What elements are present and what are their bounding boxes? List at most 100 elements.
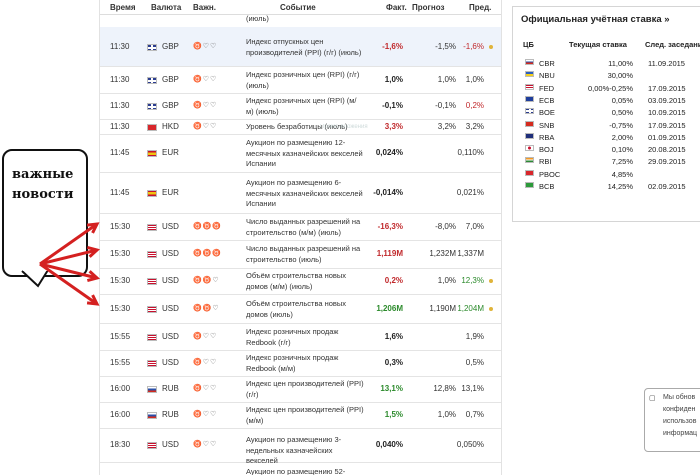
ch-flag-icon	[525, 120, 534, 127]
currency-code: USD	[162, 358, 179, 367]
event-name[interactable]: Число выданных разрешений на строительст…	[246, 244, 361, 264]
info-icon: ▢	[649, 395, 656, 402]
rates-title[interactable]: Официальная учётная ставка »	[521, 14, 670, 25]
revision-dot-icon	[489, 279, 493, 283]
event-name[interactable]: Аукцион по размещению 6-месячных казначе…	[246, 178, 363, 208]
rate-row[interactable]: RBA 2,00% 01.09.2015	[513, 131, 700, 143]
calendar-row[interactable]: 18:30 USD ♉♡♡ Аукцион по размещению 3-недел…	[100, 428, 501, 465]
rate-row[interactable]: BOJ 0,10% 20.08.2015	[513, 143, 700, 155]
forecast-value: -8,0%	[435, 222, 456, 231]
actual-value: 13,1%	[380, 384, 403, 393]
event-name[interactable]: Индекс розничных продаж Redbook (м/м)	[246, 353, 339, 373]
es-flag-icon	[147, 150, 157, 157]
event-name[interactable]: Аукцион по размещению 52-	[246, 467, 346, 475]
bank-code[interactable]: SNB	[539, 120, 555, 130]
event-name[interactable]: Индекс цен производителей (PPI) (м/м)	[246, 405, 364, 425]
bank-code[interactable]: RBA	[539, 132, 555, 142]
event-time: 15:55	[110, 332, 131, 341]
bank-code[interactable]: BOJ	[539, 145, 554, 155]
arrow-head	[86, 270, 101, 283]
calendar-row[interactable]: 16:00 RUB ♉♡♡ Индекс цен производителей (PP…	[100, 376, 501, 403]
event-name[interactable]: Индекс розничных цен (RPI) (м/м) (июль)	[246, 96, 357, 116]
in-flag-icon	[525, 157, 534, 164]
rate-row[interactable]: NBU 30,00%	[513, 69, 700, 81]
rate-row[interactable]: FED 0,00%-0,25% 17.09.2015	[513, 82, 700, 94]
event-name[interactable]: Индекс розничных цен (RPI) (г/г) (июль)	[246, 70, 360, 90]
col-event[interactable]: Событие	[280, 3, 316, 12]
calendar-row[interactable]: 15:30 USD ♉♉♡ Объём строительства новых дом…	[100, 268, 501, 295]
calendar-row[interactable]: 11:30 GBP ♉♡♡ Индекс отпускных цен производ…	[100, 27, 501, 67]
event-name[interactable]: Индекс отпускных цен производителей (PPI…	[246, 37, 362, 57]
calendar-row[interactable]: 15:30 USD ♉♉♡ Объём строительства новых дом…	[100, 294, 501, 324]
rate-row[interactable]: BCB 14,25% 02.09.2015	[513, 180, 700, 192]
calendar-row[interactable]: 11:45 EUR Аукцион по размещению 6-месячных…	[100, 172, 501, 214]
previous-value: 1,204M	[457, 304, 484, 313]
previous-value: 0,050%	[456, 440, 484, 449]
bank-code[interactable]: BOE	[539, 108, 555, 118]
importance-bulls-icon: ♉♉♉	[193, 223, 223, 230]
bank-code[interactable]: NBU	[539, 71, 555, 81]
event-name[interactable]: Объём строительства новых домов (м/м) (и…	[246, 271, 347, 291]
notice-line: конфиден	[663, 406, 696, 413]
rate-row[interactable]: ECB 0,05% 03.09.2015	[513, 94, 700, 106]
rate-row[interactable]: RBI 7,25% 29.09.2015	[513, 155, 700, 167]
col-currency[interactable]: Валюта	[151, 3, 182, 12]
rate-row[interactable]: PBOC 4,85%	[513, 168, 700, 180]
event-time: 15:30	[110, 222, 131, 231]
rate-row[interactable]: BOE 0,50% 10.09.2015	[513, 106, 700, 118]
importance-bulls-icon: ♉♡♡	[193, 385, 218, 392]
economic-calendar: Время Валюта Важн. Событие Факт. Прогноз…	[99, 0, 502, 475]
privacy-notice[interactable]: ▢ Мы обнов конфиден использов информац	[644, 388, 700, 452]
calendar-row[interactable]: 15:55 USD ♉♡♡ Индекс розничных продаж Redbo…	[100, 350, 501, 377]
us-flag-icon	[147, 251, 157, 258]
event-name[interactable]: Индекс розничных продаж Redbook (г/г)	[246, 327, 339, 347]
col-previous[interactable]: Пред.	[469, 3, 492, 12]
previous-value: 0,021%	[456, 188, 484, 197]
calendar-row[interactable]: 15:55 USD ♉♡♡ Индекс розничных продаж Redbo…	[100, 323, 501, 351]
calendar-row[interactable]: 15:30 USD ♉♉♉ Число выданных разрешений на …	[100, 213, 501, 241]
bank-code[interactable]: ECB	[539, 95, 555, 105]
bank-code[interactable]: CBR	[539, 59, 555, 68]
event-time: 11:45	[110, 188, 130, 197]
notice-line: Мы обнов	[663, 394, 696, 401]
event-name[interactable]: Объём строительства новых домов (июль)	[246, 299, 347, 319]
col-time[interactable]: Время	[110, 3, 136, 12]
bank-code[interactable]: FED	[539, 83, 554, 93]
forecast-value: 1,232M	[429, 249, 456, 258]
bank-code[interactable]: PBOC	[539, 169, 561, 179]
rate-row[interactable]: CBR 11,00% 11.09.2015	[513, 57, 700, 69]
us-flag-icon	[147, 360, 157, 367]
jp-flag-icon	[525, 145, 534, 152]
forecast-value: 3,2%	[437, 122, 456, 131]
event-name[interactable]: Уровень безработицы (июль)	[246, 122, 348, 131]
current-rate: 0,50%	[611, 108, 633, 118]
event-time: 16:00	[110, 384, 131, 393]
calendar-row[interactable]: 15:30 USD ♉♉♉ Число выданных разрешений на …	[100, 240, 501, 269]
col-actual[interactable]: Факт.	[386, 3, 407, 12]
event-name[interactable]: Аукцион по размещению 12-месячных казнач…	[246, 138, 363, 168]
current-rate: 4,85%	[611, 169, 633, 179]
next-meeting: 10.09.2015	[648, 108, 686, 118]
event-name[interactable]: Аукцион по размещению 3-недельных казнач…	[246, 435, 342, 465]
bank-code[interactable]: RBI	[539, 157, 552, 167]
calendar-row[interactable]: 11:30 HKD ♉♡♡ Уровень безработицы (июль) 3,3…	[100, 119, 501, 135]
col-importance[interactable]: Важн.	[193, 3, 216, 12]
calendar-row[interactable]: 11:30 GBP ♉♡♡ Индекс розничных цен (RPI) (г…	[100, 66, 501, 94]
importance-bulls-icon: ♉♉♉	[193, 250, 223, 257]
calendar-row[interactable]: Аукцион по размещению 52-	[100, 462, 501, 475]
calendar-row[interactable]: 11:45 EUR Аукцион по размещению 12-месячны…	[100, 134, 501, 173]
current-rate: 0,10%	[611, 145, 633, 155]
calendar-row[interactable]: 11:30 GBP ♉♡♡ Индекс розничных цен (RPI) (м…	[100, 93, 501, 120]
importance-bulls-icon: ♉♡♡	[193, 333, 218, 340]
previous-value: 0,7%	[465, 410, 484, 419]
col-forecast[interactable]: Прогноз	[412, 3, 445, 12]
calendar-row[interactable]: 16:00 RUB ♉♡♡ Индекс цен производителей (PP…	[100, 402, 501, 429]
forecast-value: 1,190M	[429, 304, 456, 313]
event-name[interactable]: Число выданных разрешений на строительст…	[246, 217, 361, 237]
ru-flag-icon	[147, 412, 157, 419]
bank-code[interactable]: BCB	[539, 182, 555, 191]
cn-flag-icon	[525, 169, 534, 176]
currency-code: GBP	[162, 101, 179, 110]
event-name[interactable]: Индекс цен производителей (PPI) (г/г)	[246, 379, 364, 399]
rate-row[interactable]: SNB -0,75% 17.09.2015	[513, 119, 700, 131]
